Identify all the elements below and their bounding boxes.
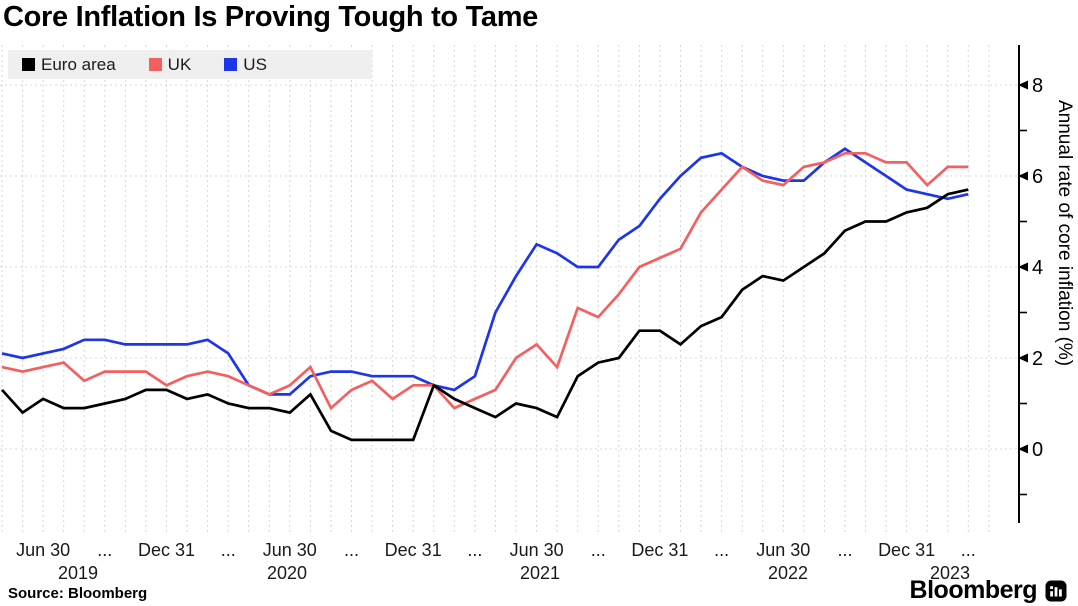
x-year-label: 2020 bbox=[267, 563, 307, 583]
y-tick-label: 6 bbox=[1032, 166, 1043, 188]
y-minor-tick bbox=[1019, 129, 1027, 132]
y-minor-tick bbox=[1019, 493, 1027, 496]
y-axis-title: Annual rate of core inflation (%) bbox=[1054, 100, 1075, 367]
x-tick-label: ... bbox=[591, 540, 606, 560]
chart-title: Core Inflation Is Proving Tough to Tame bbox=[3, 1, 539, 33]
x-tick-label: Jun 30 bbox=[263, 540, 317, 560]
y-major-tick bbox=[1018, 353, 1028, 363]
x-year-label: 2023 bbox=[930, 563, 970, 583]
bloomberg-icon bbox=[1045, 580, 1067, 601]
x-year-label: 2019 bbox=[58, 563, 98, 583]
legend-item-euro-area: Euro area bbox=[22, 55, 116, 75]
y-major-tick bbox=[1018, 80, 1028, 90]
x-axis-labels: Jun 30... Dec 31... Jun 30... Dec 31... Jun … bbox=[16, 540, 976, 583]
legend-label-us: US bbox=[243, 54, 267, 74]
y-gridlines bbox=[0, 84, 1019, 450]
x-tick-label: ... bbox=[837, 540, 852, 560]
legend-label-euro-area: Euro area bbox=[41, 54, 116, 74]
euro-area-swatch bbox=[22, 58, 35, 71]
y-tick-label: 2 bbox=[1032, 348, 1043, 370]
euro-area-line bbox=[1, 188, 969, 442]
x-tick-label: Jun 30 bbox=[756, 540, 810, 560]
y-minor-tick bbox=[1019, 402, 1027, 405]
bloomberg-wordmark: Bloomberg bbox=[909, 576, 1038, 604]
x-tick-label: Jun 30 bbox=[16, 540, 70, 560]
legend-item-uk: UK bbox=[148, 54, 192, 75]
uk-swatch bbox=[148, 58, 162, 71]
us-swatch bbox=[224, 58, 238, 71]
x-tick-label: ... bbox=[961, 540, 976, 560]
y-major-tick bbox=[1018, 262, 1028, 272]
y-minor-tick bbox=[1019, 311, 1027, 314]
x-gridlines bbox=[1, 45, 990, 532]
uk-line bbox=[1, 151, 969, 411]
chart-legend: Euro area UK US bbox=[8, 50, 372, 79]
legend-item-us: US bbox=[224, 55, 267, 75]
x-tick-label: ... bbox=[467, 540, 482, 560]
bloomberg-logo: Bloomberg bbox=[910, 576, 1067, 605]
x-tick-label: Jun 30 bbox=[510, 540, 564, 560]
x-tick-label: Dec 31 bbox=[878, 540, 935, 560]
x-tick-label: Dec 31 bbox=[385, 540, 442, 560]
x-year-label: 2021 bbox=[520, 563, 560, 583]
x-tick-label: Dec 31 bbox=[631, 540, 688, 560]
x-tick-label: ... bbox=[97, 540, 112, 560]
x-tick-label: Dec 31 bbox=[138, 540, 195, 560]
y-tick-label: 4 bbox=[1032, 257, 1043, 279]
y-major-tick bbox=[1018, 444, 1028, 454]
y-major-tick bbox=[1018, 171, 1028, 181]
x-tick-label: ... bbox=[221, 540, 236, 560]
us-line bbox=[1, 147, 969, 396]
y-tick-label: 0 bbox=[1032, 439, 1043, 461]
y-tick-label: 8 bbox=[1032, 75, 1043, 97]
x-tick-label: ... bbox=[344, 540, 359, 560]
source-note: Source: Bloomberg bbox=[8, 585, 148, 602]
x-year-label: 2022 bbox=[768, 563, 808, 583]
x-tick-label: ... bbox=[714, 540, 729, 560]
legend-label-uk: UK bbox=[167, 54, 192, 74]
y-axis-ticks: 0 2 4 6 8 bbox=[1018, 75, 1043, 496]
y-minor-tick bbox=[1019, 220, 1027, 223]
